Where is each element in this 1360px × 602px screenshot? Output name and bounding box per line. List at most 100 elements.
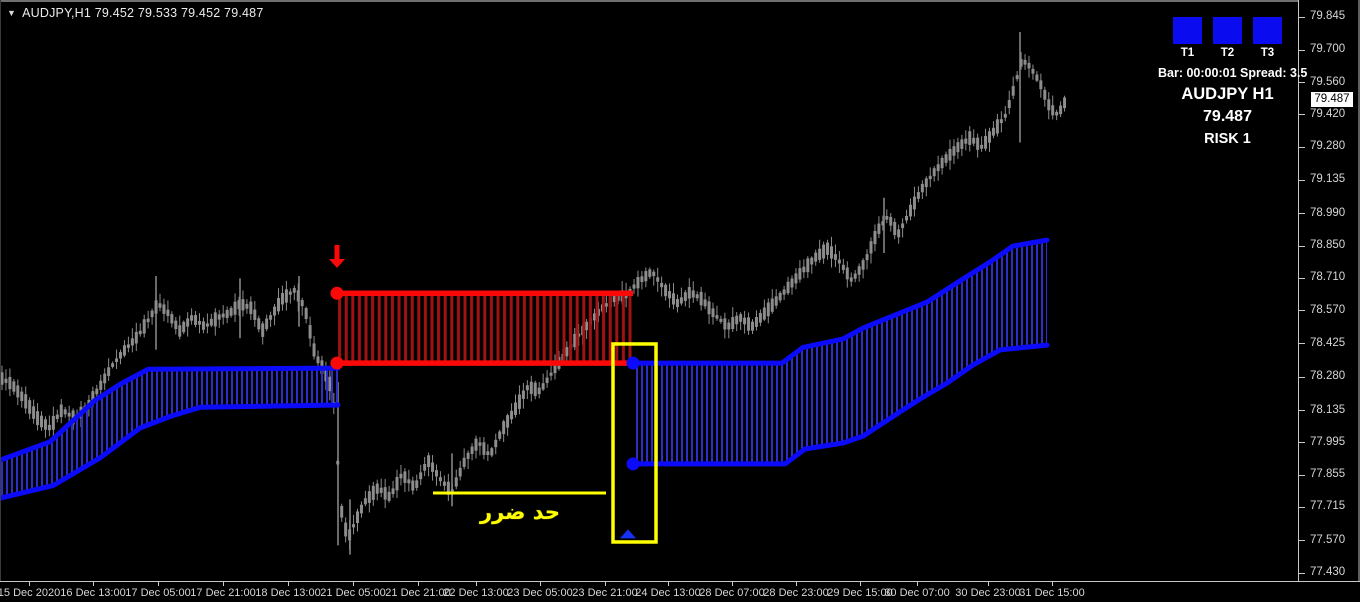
time-axis-tick (668, 582, 669, 586)
time-axis-label: 23 Dec 21:00 (572, 587, 638, 599)
price-axis-tick (1299, 114, 1305, 116)
panel-symbol-timeframe: AUDJPY H1 (1181, 85, 1274, 103)
time-axis-tick (353, 582, 354, 586)
price-axis-tick (1299, 49, 1305, 51)
chart-symbol-ohlc-readout: ▼ AUDJPY,H1 79.452 79.533 79.452 79.487 (7, 6, 264, 20)
price-axis-label: 77.995 (1310, 435, 1346, 448)
channel-band-right (630, 237, 1050, 467)
entry-highlight-box[interactable] (611, 342, 658, 544)
time-axis-label: 29 Dec 15:00 (827, 587, 893, 599)
target-button-labels: T1 T2 T3 (1158, 47, 1297, 59)
time-axis-tick (732, 582, 733, 586)
price-axis-label: 79.135 (1310, 173, 1346, 186)
price-axis-label: 79.560 (1310, 75, 1346, 88)
zone-dot-blue (626, 356, 640, 370)
time-axis-label: 31 Dec 15:00 (1019, 587, 1085, 599)
price-axis-tick (1299, 277, 1305, 279)
time-axis-label: 22 Dec 13:00 (443, 587, 509, 599)
time-axis-tick (540, 582, 541, 586)
price-axis-tick (1299, 146, 1305, 148)
time-axis-label: 30 Dec 23:00 (955, 587, 1021, 599)
time-axis-tick (418, 582, 419, 586)
buy-arrow-icon[interactable] (620, 529, 636, 539)
time-axis-tick (796, 582, 797, 586)
price-axis-tick (1299, 442, 1305, 444)
time-axis-label: 28 Dec 23:00 (763, 587, 829, 599)
price-axis[interactable]: 79.487 79.845 79.700 79.560 79.420 79.280 79.… (1298, 0, 1358, 581)
price-axis-tick (1299, 16, 1305, 18)
price-axis-tick (1299, 179, 1305, 181)
current-price-box: 79.487 (1311, 91, 1353, 107)
time-axis-tick (860, 582, 861, 586)
time-axis-tick (93, 582, 94, 586)
time-axis-label: 16 Dec 13:00 (60, 587, 126, 599)
price-axis-label: 77.715 (1310, 500, 1346, 513)
price-axis-label: 77.855 (1310, 468, 1346, 481)
target-button-t1[interactable] (1173, 17, 1202, 44)
price-axis-tick (1299, 343, 1305, 345)
price-axis-tick (1299, 572, 1305, 574)
price-axis-label: 77.430 (1310, 566, 1346, 579)
candlesticks (0, 31, 1067, 555)
dropdown-arrow-icon: ▼ (7, 7, 17, 18)
time-axis-label: 21 Dec 21:00 (385, 587, 451, 599)
time-axis-tick (223, 582, 224, 586)
zone-dot-red (330, 356, 344, 370)
time-axis-tick (29, 582, 30, 586)
price-axis-tick (1299, 506, 1305, 508)
stop-loss-label[interactable]: حد ضرر (479, 499, 561, 524)
time-axis-label: 24 Dec 13:00 (635, 587, 701, 599)
time-axis-label: 28 Dec 07:00 (699, 587, 765, 599)
time-axis-tick (1052, 582, 1053, 586)
target-label-t1: T1 (1180, 47, 1195, 59)
chart-plot-area[interactable] (0, 0, 1298, 581)
time-axis-label: 18 Dec 13:00 (255, 587, 321, 599)
price-axis-label: 79.420 (1310, 107, 1346, 120)
target-label-t3: T3 (1260, 47, 1275, 59)
zone-dot-red (330, 286, 344, 300)
price-chart-canvas (0, 31, 1067, 555)
price-axis-label: 79.280 (1310, 140, 1346, 153)
channel-band-left (0, 365, 341, 501)
price-axis-label: 79.700 (1310, 43, 1346, 56)
price-axis-tick (1299, 376, 1305, 378)
window-frame-top (0, 0, 1360, 2)
time-axis-label: 30 Dec 07:00 (884, 587, 950, 599)
price-axis-tick (1299, 540, 1305, 542)
target-label-t2: T2 (1220, 47, 1235, 59)
price-axis-tick (1299, 410, 1305, 412)
price-axis-label: 78.280 (1310, 370, 1346, 383)
time-axis-tick (158, 582, 159, 586)
time-axis-tick (917, 582, 918, 586)
price-axis-tick (1299, 310, 1305, 312)
time-axis-label: 17 Dec 05:00 (125, 587, 191, 599)
price-axis-label: 78.990 (1310, 206, 1346, 219)
panel-current-price: 79.487 (1203, 108, 1252, 125)
window-frame-right (1357, 0, 1360, 602)
panel-risk: RISK 1 (1204, 131, 1251, 147)
target-button-t3[interactable] (1253, 17, 1282, 44)
time-axis[interactable]: 15 Dec 2020 16 Dec 13:00 17 Dec 05:00 17 De… (0, 581, 1360, 602)
price-axis-label: 78.570 (1310, 303, 1346, 316)
price-axis-tick (1299, 474, 1305, 476)
target-button-t2[interactable] (1213, 17, 1242, 44)
time-axis-label: 17 Dec 21:00 (190, 587, 256, 599)
time-axis-label: 23 Dec 05:00 (507, 587, 573, 599)
price-axis-label: 78.135 (1310, 403, 1346, 416)
sell-zone (330, 286, 633, 370)
time-axis-label: 15 Dec 2020 (0, 587, 61, 599)
zone-dot-blue (626, 457, 640, 471)
price-axis-tick (1299, 245, 1305, 247)
price-axis-label: 78.710 (1310, 271, 1346, 284)
window-frame-left (0, 0, 1, 602)
time-axis-tick (476, 582, 477, 586)
bar-countdown-spread: Bar: 00:00:01 Spread: 3.5 (1158, 66, 1308, 80)
sell-arrow-icon[interactable] (329, 244, 345, 268)
symbol-ohlc-text: AUDJPY,H1 79.452 79.533 79.452 79.487 (22, 6, 264, 20)
time-axis-tick (288, 582, 289, 586)
time-axis-tick (605, 582, 606, 586)
price-axis-tick (1299, 213, 1305, 215)
price-axis-label: 77.570 (1310, 533, 1346, 546)
time-axis-label: 21 Dec 05:00 (320, 587, 386, 599)
